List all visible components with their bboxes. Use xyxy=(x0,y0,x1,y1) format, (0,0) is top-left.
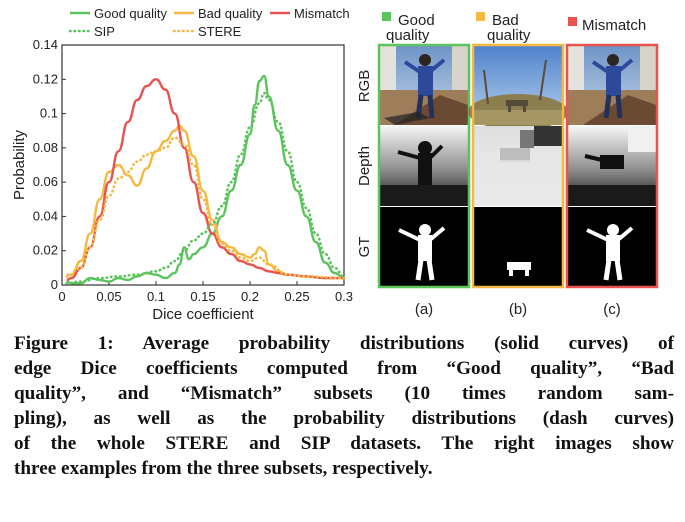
column-b: (b) xyxy=(468,43,568,318)
caption-line: pling), as well as the probability distr… xyxy=(14,408,674,429)
series-line-stere xyxy=(65,136,346,280)
row-label-depth: Depth xyxy=(356,146,373,186)
caption-line: edge Dice coefficients computed from “Go… xyxy=(14,358,674,379)
good-header-line1: Good xyxy=(398,12,435,29)
mismatch-header-swatch xyxy=(568,17,577,26)
x-tick-label: 0.1 xyxy=(147,289,165,304)
series-line-mismatch xyxy=(66,78,344,282)
x-axis-ticks: 0 0.05 0.1 0.15 0.2 0.25 0.3 xyxy=(58,281,353,304)
depth-image-b xyxy=(474,126,562,206)
y-tick-label: 0.1 xyxy=(40,106,58,121)
y-tick-label: 0.06 xyxy=(33,174,58,189)
y-tick-label: 0.12 xyxy=(33,71,58,86)
y-tick-label: 0.14 xyxy=(33,37,58,52)
y-tick-label: 0 xyxy=(51,277,58,292)
plot-area xyxy=(61,44,345,286)
rgb-image-c xyxy=(568,46,656,125)
gt-image-a xyxy=(380,207,468,286)
x-tick-label: 0.3 xyxy=(335,289,353,304)
legend-label: STERE xyxy=(198,24,242,39)
rgb-image-a xyxy=(380,46,468,125)
column-a-label: (a) xyxy=(415,301,433,318)
legend-label: Mismatch xyxy=(294,6,350,21)
x-axis-label: Dice coefficient xyxy=(152,306,254,323)
figure: 0 0.02 0.04 0.06 0.08 0.1 0.12 0.14 0 0.05 0.1 0.1… xyxy=(11,6,659,323)
caption-line: Figure 1: Average probability distributi… xyxy=(14,333,674,354)
chart-series xyxy=(65,74,346,285)
column-c-frame xyxy=(565,43,659,289)
row-label-gt: GT xyxy=(356,237,373,258)
bad-header-line1: Bad xyxy=(492,12,519,29)
column-a: (a) xyxy=(377,43,471,318)
gt-image-b xyxy=(474,207,562,286)
gt-image-c xyxy=(568,207,656,286)
good-header-line2: quality xyxy=(386,27,430,44)
y-tick-label: 0.04 xyxy=(33,208,58,223)
column-c: (c) xyxy=(565,43,659,318)
mismatch-header-line1: Mismatch xyxy=(582,17,646,34)
y-axis-ticks: 0 0.02 0.04 0.06 0.08 0.1 0.12 0.14 xyxy=(33,37,66,292)
caption-line: quality”, and “Mismatch” subsets (10 tim… xyxy=(14,383,674,404)
series-line-good-quality xyxy=(66,74,345,285)
x-tick-label: 0.2 xyxy=(241,289,259,304)
good-header-swatch xyxy=(382,12,391,21)
y-tick-label: 0.08 xyxy=(33,140,58,155)
y-tick-label: 0.02 xyxy=(33,243,58,258)
legend-label: SIP xyxy=(94,24,115,39)
legend: Good quality Bad quality Mismatch SIP STERE xyxy=(68,6,350,39)
probability-chart: 0 0.02 0.04 0.06 0.08 0.1 0.12 0.14 0 0.05 0.1 0.1… xyxy=(11,6,353,323)
figure-caption: Figure 1: Average probability distributi… xyxy=(14,331,674,481)
bad-header-swatch xyxy=(476,12,485,21)
legend-label: Bad quality xyxy=(198,6,263,21)
series-line-sip xyxy=(65,91,346,285)
column-c-label: (c) xyxy=(603,301,621,318)
x-tick-label: 0.15 xyxy=(190,289,215,304)
depth-image-a xyxy=(380,126,468,206)
example-panels: Good quality Bad quality Mismatch RGB De… xyxy=(356,12,659,318)
column-b-label: (b) xyxy=(509,301,527,318)
x-tick-label: 0.05 xyxy=(96,289,121,304)
row-label-rgb: RGB xyxy=(356,70,373,103)
legend-label: Good quality xyxy=(94,6,167,21)
column-a-frame xyxy=(377,43,471,289)
caption-line: three examples from the three subsets, r… xyxy=(14,458,433,479)
column-b-frame xyxy=(471,43,565,289)
caption-line: of the whole STERE and SIP datasets. The… xyxy=(14,433,674,454)
x-tick-label: 0.25 xyxy=(284,289,309,304)
y-axis-label: Probability xyxy=(11,129,28,200)
rgb-image-b xyxy=(468,46,568,130)
x-tick-label: 0 xyxy=(58,289,65,304)
bad-header-line2: quality xyxy=(487,27,531,44)
depth-image-c xyxy=(568,126,656,206)
